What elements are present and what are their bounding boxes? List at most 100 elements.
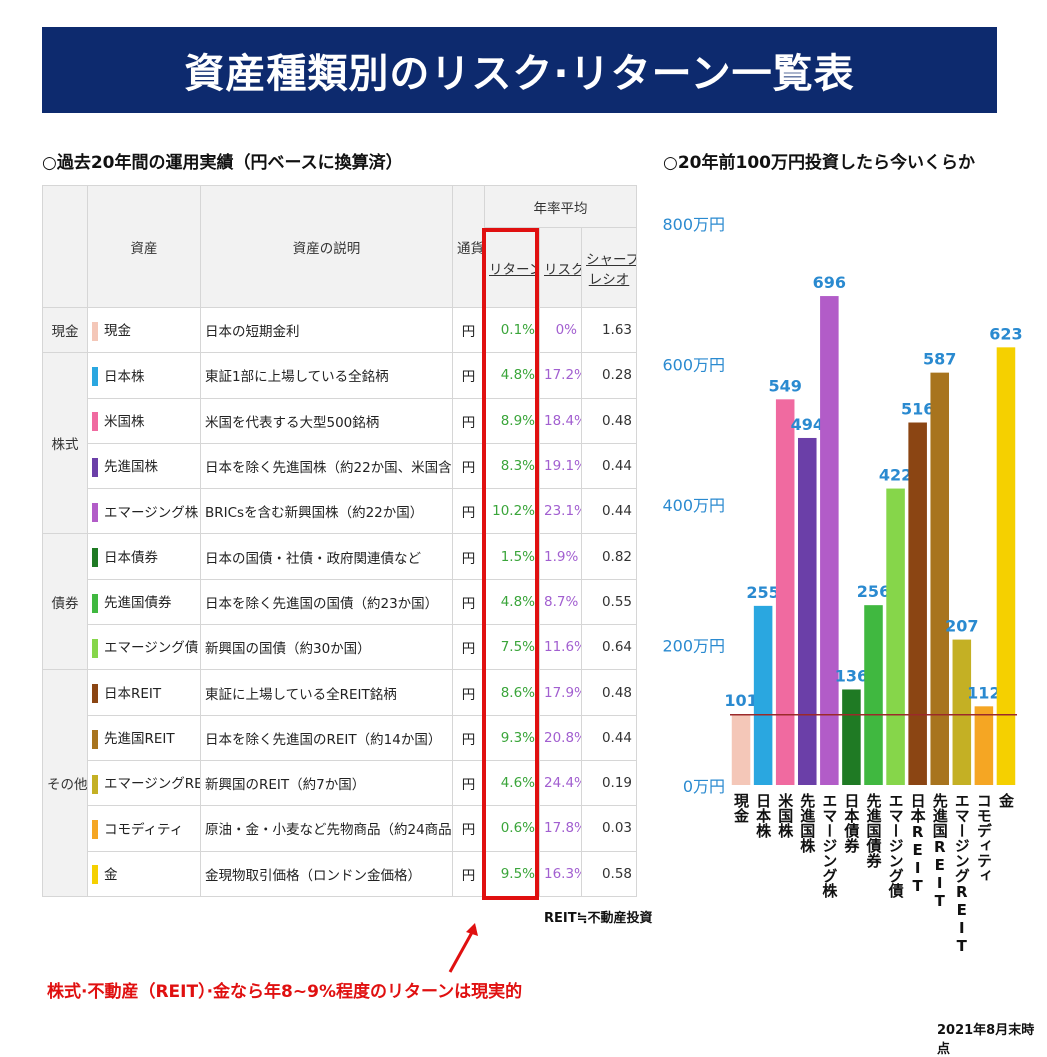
- return-cell: 0.6%: [484, 805, 540, 852]
- currency-cell: 円: [452, 624, 485, 671]
- asset-cell: エマージングREIT: [87, 759, 201, 807]
- y-tick-label: 600万円: [662, 356, 725, 375]
- x-tick-label: 日本株: [754, 793, 772, 839]
- asset-color-swatch: [92, 367, 98, 387]
- callout-arrow: [448, 923, 478, 973]
- sharpe-cell: 0.03: [581, 805, 637, 852]
- currency-cell: 円: [452, 352, 485, 399]
- asset-cell: エマージング債: [87, 624, 201, 671]
- asset-color-swatch: [92, 820, 98, 840]
- return-cell: 4.8%: [484, 578, 540, 626]
- page-title: 資産種類別のリスク·リターン一覧表: [42, 27, 997, 113]
- currency-cell: 円: [452, 397, 485, 444]
- description-cell: 東証1部に上場している全銘柄: [200, 352, 453, 399]
- sharpe-cell: 0.55: [581, 578, 637, 626]
- return-cell: 8.6%: [484, 669, 540, 716]
- bar: [974, 706, 994, 785]
- asset-name: 現金: [104, 323, 131, 340]
- risk-cell: 17.9%: [539, 669, 582, 716]
- description-cell: 米国を代表する大型500銘柄: [200, 397, 453, 444]
- bar: [996, 347, 1016, 785]
- asset-name: エマージング株: [104, 504, 199, 521]
- bar-value-label: 255: [746, 583, 779, 602]
- asset-color-swatch: [92, 503, 98, 523]
- asset-color-swatch: [92, 321, 98, 341]
- asset-name: 日本債券: [104, 549, 158, 566]
- asset-color-swatch: [92, 638, 98, 658]
- header-return: リターン: [484, 227, 540, 308]
- bar: [820, 296, 839, 785]
- x-tick-label: エマージング株: [820, 793, 838, 899]
- description-cell: 原油・金・小麦など先物商品（約24商品）: [200, 805, 453, 852]
- bar-value-label: 516: [901, 400, 934, 419]
- risk-cell: 24.4%: [539, 759, 582, 807]
- bar-value-label: 136: [835, 666, 868, 685]
- risk-cell: 1.9%: [539, 533, 582, 580]
- table-row: エマージングREIT新興国のREIT（約7か国）円4.6%24.4%0.19: [43, 759, 637, 807]
- investment-growth-chart: 0万円 200万円 400万円 600万円 800万円 101 現金 255 日本株 549 米国株…: [662, 215, 1022, 955]
- asset-name: 金: [104, 866, 118, 883]
- asset-color-swatch: [92, 684, 98, 704]
- bar-value-label: 623: [989, 324, 1022, 343]
- x-tick-label: 金: [997, 792, 1015, 808]
- table-row: 先進国株 日本を除く先進国株（約22か国、米国含む）円8.3%19.1%0.44: [43, 442, 637, 490]
- header-annual-average: 年率平均: [484, 185, 637, 228]
- y-tick-label: 0万円: [683, 777, 725, 796]
- bar-value-label: 112: [967, 683, 1000, 702]
- asset-cell: 日本株: [87, 352, 201, 399]
- x-tick-label: 先進国債券: [865, 792, 883, 869]
- risk-cell: 8.7%: [539, 578, 582, 626]
- bar: [930, 372, 950, 785]
- table-row: 金 金現物取引価格（ロンドン金価格）円9.5%16.3%0.58: [43, 850, 637, 897]
- bar: [753, 605, 773, 785]
- group-label: 株式: [42, 352, 88, 535]
- sharpe-cell: 0.58: [581, 850, 637, 897]
- return-cell: 9.3%: [484, 714, 540, 761]
- group-label: 現金: [42, 306, 88, 354]
- reit-note: REIT≒不動産投資: [544, 911, 653, 926]
- asset-name: コモディティ: [104, 821, 184, 838]
- asset-name: 先進国REIT: [104, 731, 175, 748]
- x-tick-label: 日本債券: [842, 793, 860, 854]
- asset-color-swatch: [92, 457, 98, 477]
- return-cell: 9.5%: [484, 850, 540, 897]
- sharpe-cell: 0.44: [581, 488, 637, 535]
- header-description: 資産の説明: [200, 185, 453, 308]
- description-cell: 日本を除く先進国株（約22か国、米国含む）: [200, 442, 453, 490]
- group-label: 債券: [42, 533, 88, 671]
- bar: [908, 422, 927, 785]
- asset-cell: 先進国債券: [87, 578, 201, 626]
- x-tick-label: 米国株: [776, 792, 794, 839]
- bar-value-label: 101: [724, 691, 757, 710]
- header-group: [42, 185, 88, 308]
- return-cell: 1.5%: [484, 533, 540, 580]
- risk-cell: 19.1%: [539, 442, 582, 490]
- return-cell: 4.6%: [484, 759, 540, 807]
- risk-cell: 16.3%: [539, 850, 582, 897]
- currency-cell: 円: [452, 578, 485, 626]
- x-tick-label: 現金: [732, 793, 750, 823]
- header-sharpe-line2: レシオ: [588, 271, 630, 288]
- description-cell: 日本の国債・社債・政府関連債など: [200, 533, 453, 580]
- asset-cell: 現金: [87, 306, 201, 354]
- currency-cell: 円: [452, 533, 485, 580]
- asset-color-swatch: [92, 865, 98, 885]
- asset-cell: 金: [87, 850, 201, 897]
- sharpe-cell: 0.82: [581, 533, 637, 580]
- currency-cell: 円: [452, 759, 485, 807]
- description-cell: 日本を除く先進国のREIT（約14か国）: [200, 714, 453, 761]
- return-cell: 0.1%: [484, 306, 540, 354]
- currency-cell: 円: [452, 669, 485, 716]
- asset-color-swatch: [92, 774, 98, 794]
- sharpe-cell: 0.48: [581, 397, 637, 444]
- bar-value-label: 587: [923, 350, 956, 369]
- table-row: 債券 日本債券 日本の国債・社債・政府関連債など円 1.5% 1.9% 0.82: [42, 533, 637, 671]
- bar: [952, 639, 972, 785]
- description-cell: 新興国の国債（約30か国）: [200, 624, 453, 671]
- currency-cell: 円: [452, 850, 485, 897]
- asset-name: エマージング債: [104, 640, 199, 657]
- sharpe-cell: 0.28: [581, 352, 637, 399]
- header-asset: 資産: [87, 185, 201, 308]
- asset-name: 先進国株: [104, 459, 158, 476]
